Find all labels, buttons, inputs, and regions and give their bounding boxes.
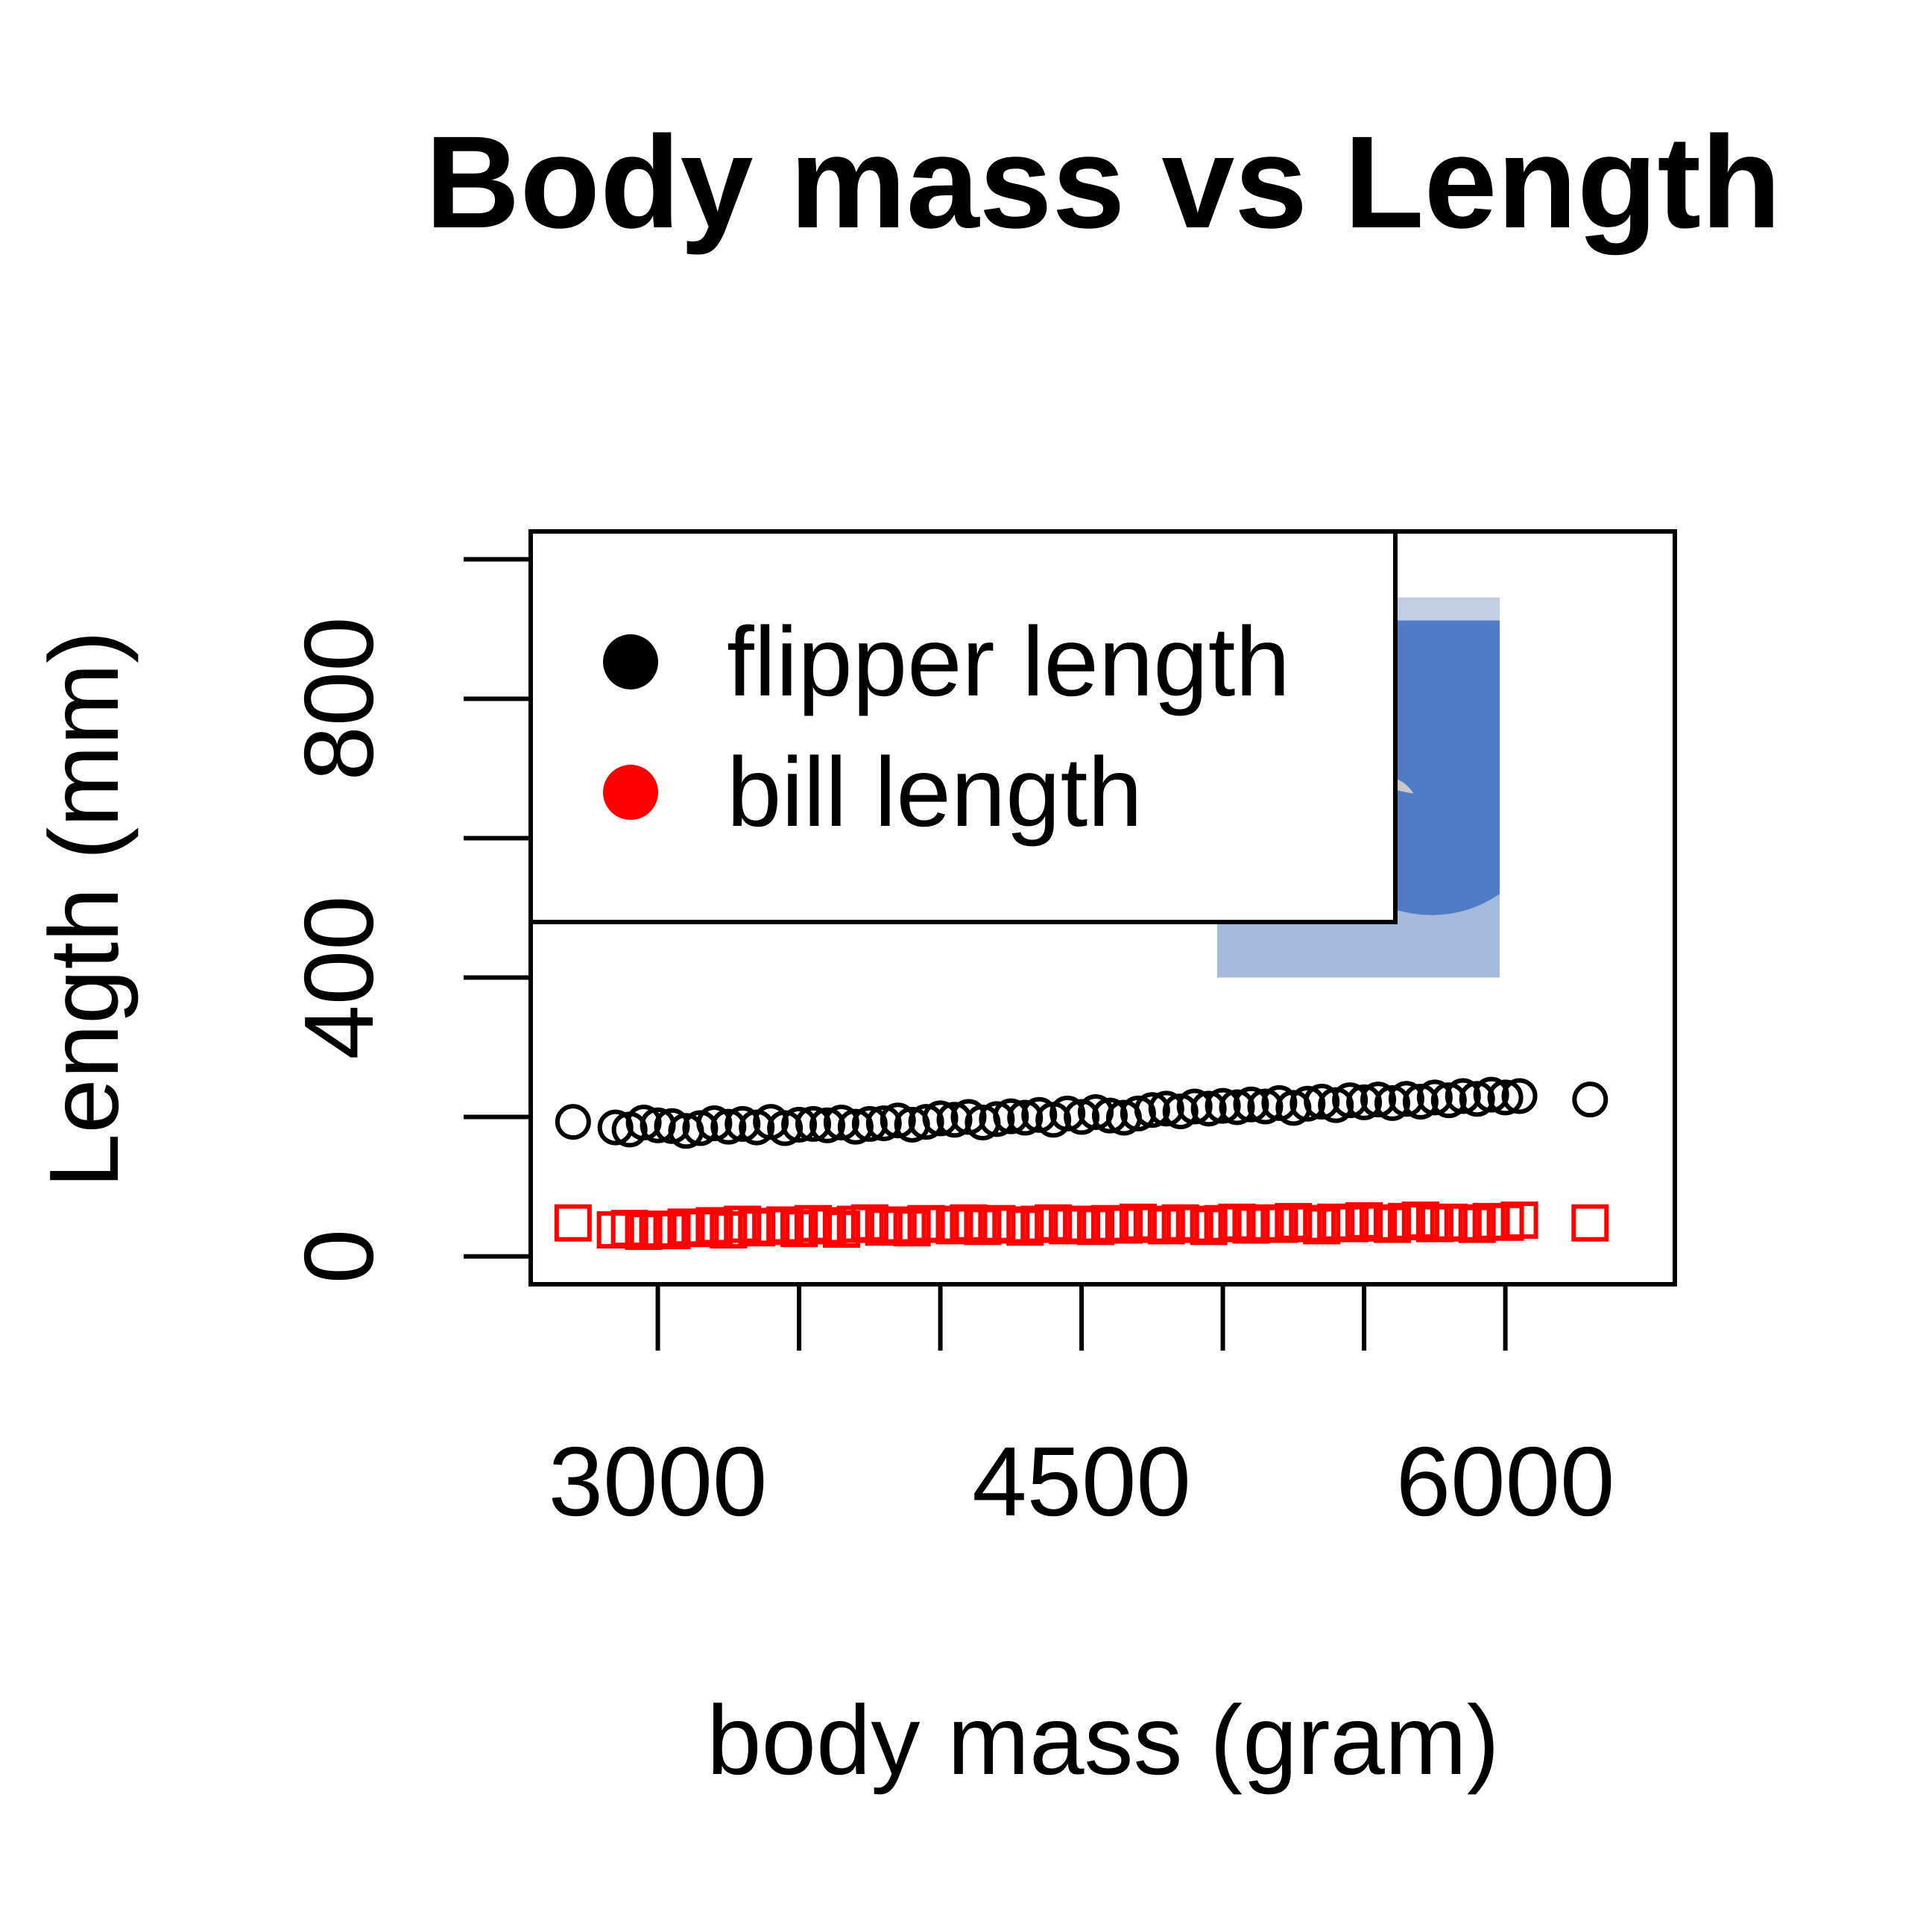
series-flipper-length — [555, 1076, 1609, 1149]
bill-length-point — [1303, 1207, 1341, 1245]
flipper-length-point — [795, 1105, 832, 1142]
flipper-length-point — [922, 1100, 959, 1137]
series-layer — [554, 1076, 1609, 1250]
bill-length-point — [1373, 1205, 1411, 1243]
flipper-length-point — [936, 1102, 973, 1138]
bill-length-point — [1260, 1205, 1298, 1243]
y-axis: 0 400 800 — [284, 557, 531, 1284]
flipper-length-point — [865, 1105, 902, 1141]
flipper-length-point — [1459, 1081, 1495, 1117]
legend-marker-bill-length — [603, 765, 658, 820]
y-tick-label: 800 — [284, 616, 394, 780]
flipper-length-point — [1388, 1081, 1424, 1117]
flipper-length-point — [1247, 1088, 1284, 1125]
flipper-length-point — [710, 1108, 747, 1145]
flipper-length-point — [1572, 1082, 1609, 1118]
flipper-length-point — [1007, 1099, 1044, 1136]
bill-length-point — [1035, 1204, 1073, 1242]
flipper-length-point — [851, 1105, 888, 1142]
flipper-length-point — [823, 1105, 859, 1141]
flipper-length-point — [767, 1110, 804, 1146]
flipper-length-point — [1360, 1082, 1397, 1118]
y-axis-label: Length (mm) — [29, 631, 139, 1188]
bill-length-point — [1147, 1207, 1185, 1245]
legend-label-flipper-length: flipper length — [727, 607, 1290, 716]
flipper-length-point — [1374, 1085, 1410, 1121]
bill-length-point — [610, 1210, 648, 1248]
flipper-length-point — [979, 1101, 1015, 1137]
flipper-length-point — [1289, 1085, 1326, 1122]
flipper-length-point — [1402, 1083, 1439, 1120]
flipper-length-point — [1501, 1078, 1538, 1114]
legend-box — [528, 529, 1398, 924]
flipper-length-point — [1176, 1088, 1213, 1125]
flipper-length-point — [781, 1106, 818, 1143]
bill-length-point — [695, 1207, 733, 1245]
x-axis: 3000 4500 6000 — [549, 1284, 1615, 1536]
flipper-length-point — [1148, 1090, 1184, 1127]
flipper-length-point — [1304, 1083, 1340, 1120]
y-tick-label: 400 — [284, 895, 394, 1059]
x-tick-label: 4500 — [972, 1427, 1191, 1536]
flipper-length-point — [1134, 1092, 1170, 1128]
bill-length-point — [1500, 1201, 1538, 1239]
bill-length-point — [808, 1207, 846, 1245]
bill-length-point — [1105, 1206, 1143, 1244]
bill-length-point — [1401, 1201, 1439, 1239]
flipper-length-point — [1332, 1082, 1368, 1119]
bill-length-point — [935, 1207, 973, 1245]
flipper-length-point — [1219, 1089, 1255, 1126]
bill-length-point — [1218, 1203, 1256, 1241]
flipper-length-point — [724, 1105, 761, 1142]
bill-length-point — [850, 1204, 888, 1242]
bill-length-point — [1077, 1208, 1115, 1246]
flipper-length-point — [1416, 1079, 1453, 1116]
flipper-length-point — [1233, 1086, 1269, 1123]
bill-length-point — [766, 1206, 804, 1244]
flipper-length-point — [555, 1104, 591, 1140]
flipper-length-point — [625, 1105, 662, 1141]
bill-length-point — [554, 1204, 592, 1242]
x-tick-label: 3000 — [549, 1427, 768, 1536]
flipper-length-point — [1430, 1082, 1467, 1119]
bill-length-point — [780, 1210, 818, 1248]
bill-length-point — [653, 1211, 691, 1249]
flipper-length-point — [908, 1104, 944, 1140]
flipper-length-point — [993, 1098, 1029, 1134]
bill-length-point — [950, 1204, 988, 1242]
flipper-length-point — [1346, 1084, 1383, 1120]
y-tick-label: 0 — [284, 1229, 394, 1284]
flipper-length-point — [1091, 1097, 1128, 1134]
x-tick-label: 6000 — [1396, 1427, 1615, 1536]
flipper-length-point — [1487, 1079, 1524, 1116]
bill-length-point — [822, 1210, 860, 1248]
bill-length-point — [681, 1210, 719, 1248]
bill-length-point — [1331, 1205, 1369, 1243]
bill-length-point — [710, 1211, 748, 1249]
flipper-length-point — [696, 1105, 733, 1141]
flipper-length-point — [1445, 1078, 1481, 1114]
legend-marker-flipper-length — [603, 634, 658, 689]
flipper-length-point — [1190, 1090, 1227, 1127]
bill-length-point — [1571, 1204, 1609, 1242]
bill-length-point — [1006, 1208, 1044, 1246]
bill-length-point — [879, 1206, 917, 1244]
bill-length-point — [1458, 1205, 1496, 1243]
flipper-length-point — [1205, 1087, 1241, 1124]
flipper-length-point — [809, 1107, 845, 1143]
series-bill-length — [554, 1201, 1609, 1250]
bill-length-point — [1190, 1208, 1228, 1246]
bill-length-point — [964, 1208, 1002, 1246]
bill-length-point — [724, 1205, 762, 1243]
x-axis-label: body mass (gram) — [707, 1685, 1500, 1795]
bill-length-point — [893, 1209, 931, 1247]
legend-label-bill-length: bill length — [727, 737, 1143, 847]
flipper-length-point — [1049, 1095, 1086, 1131]
flipper-length-point — [880, 1102, 916, 1139]
flipper-length-point — [1473, 1076, 1509, 1113]
legend: flipper length bill length — [528, 529, 1398, 924]
chart-title: Body mass vs Length — [425, 110, 1781, 256]
flipper-length-point — [837, 1108, 874, 1145]
